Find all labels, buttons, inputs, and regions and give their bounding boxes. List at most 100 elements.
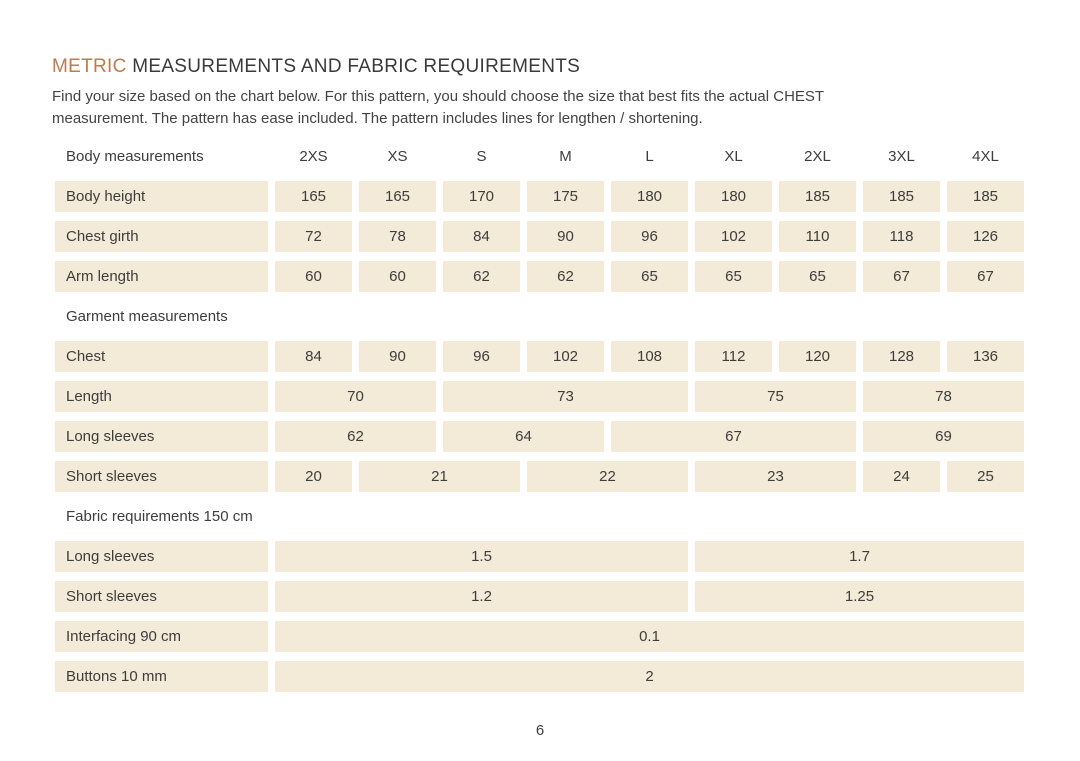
value-cell: 21 bbox=[359, 461, 520, 492]
table-row: Buttons 10 mm 2 bbox=[55, 661, 1024, 692]
table-header-row: Body measurements 2XS XS S M L XL 2XL 3X… bbox=[55, 141, 1024, 172]
section-heading: Garment measurements bbox=[66, 308, 228, 325]
value-cell: 20 bbox=[275, 461, 352, 492]
value-cell: 90 bbox=[527, 221, 604, 252]
table-row: Long sleeves 62 64 67 69 bbox=[55, 421, 1024, 452]
value-cell: 96 bbox=[611, 221, 688, 252]
value-cell: 84 bbox=[275, 341, 352, 372]
size-header-xl: XL bbox=[724, 148, 743, 165]
row-label: Length bbox=[55, 381, 268, 412]
table-row: Length 70 73 75 78 bbox=[55, 381, 1024, 412]
value-cell: 118 bbox=[863, 221, 940, 252]
page-header: METRIC MEASUREMENTS AND FABRIC REQUIREME… bbox=[52, 56, 1032, 130]
value-cell: 165 bbox=[359, 181, 436, 212]
intro-line-2: measurement. The pattern has ease includ… bbox=[52, 110, 703, 127]
row-label: Long sleeves bbox=[55, 421, 268, 452]
page-number: 6 bbox=[535, 722, 545, 739]
value-cell: 185 bbox=[779, 181, 856, 212]
size-header-m: M bbox=[559, 148, 572, 165]
row-label: Body height bbox=[55, 181, 268, 212]
value-cell: 1.2 bbox=[275, 581, 688, 612]
value-cell: 170 bbox=[443, 181, 520, 212]
page-title: METRIC MEASUREMENTS AND FABRIC REQUIREME… bbox=[52, 56, 1032, 78]
row-label: Buttons 10 mm bbox=[55, 661, 268, 692]
value-cell: 1.7 bbox=[695, 541, 1024, 572]
section-heading-row: Fabric requirements 150 cm bbox=[55, 501, 1024, 532]
value-cell: 69 bbox=[863, 421, 1024, 452]
value-cell: 165 bbox=[275, 181, 352, 212]
row-label: Chest girth bbox=[55, 221, 268, 252]
value-cell: 65 bbox=[695, 261, 772, 292]
value-cell: 73 bbox=[443, 381, 688, 412]
size-header-xs: XS bbox=[387, 148, 408, 165]
value-cell: 60 bbox=[359, 261, 436, 292]
row-label: Interfacing 90 cm bbox=[55, 621, 268, 652]
value-cell: 180 bbox=[611, 181, 688, 212]
value-cell: 175 bbox=[527, 181, 604, 212]
row-label: Short sleeves bbox=[55, 581, 268, 612]
size-header-3xl: 3XL bbox=[888, 148, 915, 165]
size-header-l: L bbox=[645, 148, 654, 165]
value-cell: 185 bbox=[947, 181, 1024, 212]
row-label: Short sleeves bbox=[55, 461, 268, 492]
table-row: Short sleeves 1.2 1.25 bbox=[55, 581, 1024, 612]
table-row: Chest 84 90 96 102 108 112 120 128 136 bbox=[55, 341, 1024, 372]
row-label: Long sleeves bbox=[55, 541, 268, 572]
value-cell: 0.1 bbox=[275, 621, 1024, 652]
value-cell: 180 bbox=[695, 181, 772, 212]
value-cell: 110 bbox=[779, 221, 856, 252]
header-label: Body measurements bbox=[66, 148, 204, 165]
value-cell: 78 bbox=[863, 381, 1024, 412]
value-cell: 84 bbox=[443, 221, 520, 252]
value-cell: 62 bbox=[443, 261, 520, 292]
value-cell: 128 bbox=[863, 341, 940, 372]
row-label: Chest bbox=[55, 341, 268, 372]
value-cell: 102 bbox=[695, 221, 772, 252]
size-header-4xl: 4XL bbox=[972, 148, 999, 165]
size-header-s: S bbox=[476, 148, 487, 165]
value-cell: 65 bbox=[611, 261, 688, 292]
table-row: Short sleeves 20 21 22 23 24 25 bbox=[55, 461, 1024, 492]
size-table-body: Body measurements 2XS XS S M L XL 2XL 3X… bbox=[55, 141, 1024, 692]
value-cell: 120 bbox=[779, 341, 856, 372]
intro-line-1: Find your size based on the chart below.… bbox=[52, 88, 825, 105]
value-cell: 102 bbox=[527, 341, 604, 372]
row-label: Arm length bbox=[55, 261, 268, 292]
value-cell: 112 bbox=[695, 341, 772, 372]
value-cell: 90 bbox=[359, 341, 436, 372]
section-heading: Fabric requirements 150 cm bbox=[66, 508, 253, 525]
table-row: Chest girth 72 78 84 90 96 102 110 118 126 bbox=[55, 221, 1024, 252]
value-cell: 136 bbox=[947, 341, 1024, 372]
size-chart-table: Body measurements 2XS XS S M L XL 2XL 3X… bbox=[48, 132, 1031, 701]
value-cell: 64 bbox=[443, 421, 604, 452]
value-cell: 25 bbox=[947, 461, 1024, 492]
value-cell: 78 bbox=[359, 221, 436, 252]
size-header-2xs: 2XS bbox=[299, 148, 328, 165]
value-cell: 1.25 bbox=[695, 581, 1024, 612]
value-cell: 108 bbox=[611, 341, 688, 372]
value-cell: 65 bbox=[779, 261, 856, 292]
value-cell: 126 bbox=[947, 221, 1024, 252]
section-heading-row: Garment measurements bbox=[55, 301, 1024, 332]
value-cell: 67 bbox=[611, 421, 856, 452]
value-cell: 60 bbox=[275, 261, 352, 292]
value-cell: 72 bbox=[275, 221, 352, 252]
value-cell: 70 bbox=[275, 381, 436, 412]
size-header-2xl: 2XL bbox=[804, 148, 831, 165]
value-cell: 96 bbox=[443, 341, 520, 372]
value-cell: 22 bbox=[527, 461, 688, 492]
page-title-accent: METRIC bbox=[52, 56, 127, 77]
value-cell: 67 bbox=[947, 261, 1024, 292]
table-row: Arm length 60 60 62 62 65 65 65 67 67 bbox=[55, 261, 1024, 292]
value-cell: 2 bbox=[275, 661, 1024, 692]
table-row: Body height 165 165 170 175 180 180 185 185 185 bbox=[55, 181, 1024, 212]
value-cell: 75 bbox=[695, 381, 856, 412]
value-cell: 62 bbox=[275, 421, 436, 452]
value-cell: 185 bbox=[863, 181, 940, 212]
table-row: Long sleeves 1.5 1.7 bbox=[55, 541, 1024, 572]
value-cell: 62 bbox=[527, 261, 604, 292]
value-cell: 67 bbox=[863, 261, 940, 292]
value-cell: 23 bbox=[695, 461, 856, 492]
value-cell: 24 bbox=[863, 461, 940, 492]
intro-text: Find your size based on the chart below.… bbox=[52, 86, 1032, 130]
